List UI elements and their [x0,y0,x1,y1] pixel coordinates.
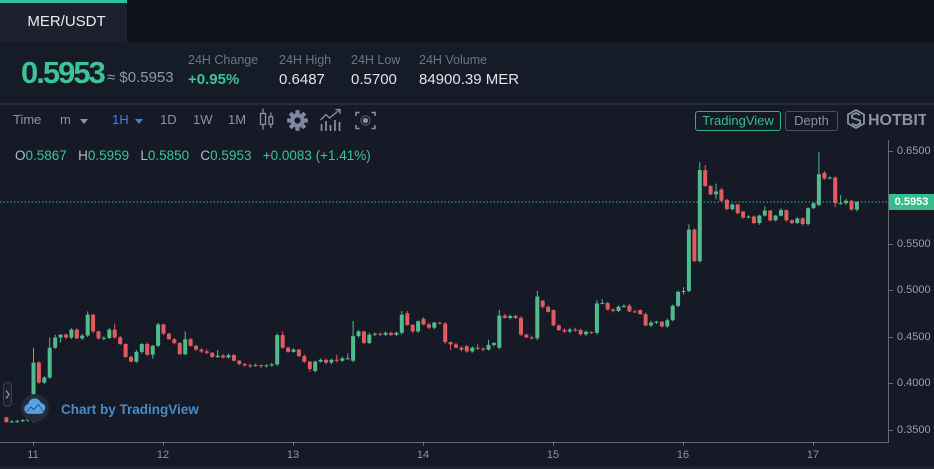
svg-text:HOTBIT: HOTBIT [868,112,926,129]
